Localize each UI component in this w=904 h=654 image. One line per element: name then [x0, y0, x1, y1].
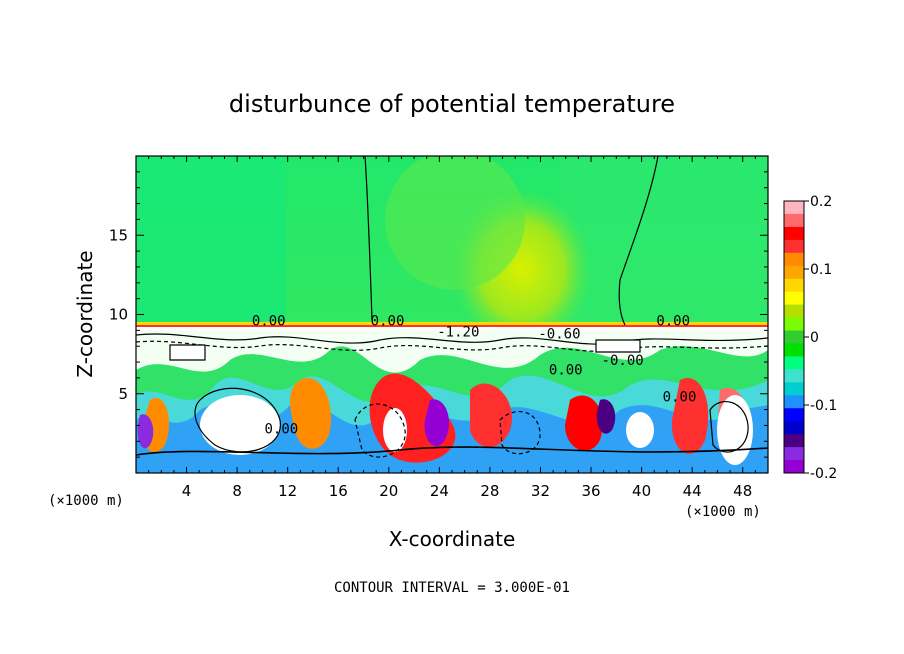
x-tick-label: 32 — [531, 482, 550, 500]
y-axis: 5 10 15 — [109, 171, 768, 458]
colorbar-tick-label: 0.2 — [810, 194, 832, 210]
colorbar-band — [784, 278, 804, 293]
x-axis-label: X-coordinate — [389, 527, 516, 551]
colorbar-band — [784, 460, 804, 474]
colorbar-tick-label: -0.1 — [810, 398, 837, 414]
x-tick-label: 36 — [581, 482, 600, 500]
colorbar-band — [784, 265, 804, 280]
x-tick-label: 24 — [430, 482, 449, 500]
colorbar-band — [784, 201, 804, 215]
y-axis-label: Z-coordinate — [73, 250, 97, 377]
heatmap-field: 0.00 0.00 -1.20 -0.60 0.00 0.00 0.00 0.00 -0.00 — [136, 156, 768, 473]
x-unit-right: (×1000 m) — [685, 504, 761, 520]
y-tick-label: 5 — [118, 385, 128, 403]
contour-label: 0.00 — [549, 363, 583, 379]
colorbar-band — [784, 434, 804, 448]
x-tick-label: 48 — [733, 482, 752, 500]
colorbar-tick-label: -0.2 — [810, 466, 837, 482]
colorbar-band — [784, 382, 804, 396]
contour-label: -1.20 — [437, 325, 479, 341]
x-unit-left: (×1000 m) — [48, 493, 124, 509]
x-tick-label: 16 — [329, 482, 348, 500]
colorbar-bands — [784, 201, 804, 474]
colorbar: 0.2 0.1 0 -0.1 -0.2 — [783, 194, 837, 482]
contour-label: 0.00 — [371, 314, 405, 330]
contour-label: 0.00 — [252, 314, 286, 330]
colorbar-band — [784, 421, 804, 435]
x-tick-label: 44 — [683, 482, 702, 500]
x-tick-label: 12 — [278, 482, 297, 500]
x-tick-label: 20 — [379, 482, 398, 500]
x-tick-label: 40 — [632, 482, 651, 500]
x-tick-label: 4 — [182, 482, 192, 500]
colorbar-band — [784, 395, 804, 409]
colorbar-band — [784, 369, 804, 383]
colorbar-band — [784, 252, 804, 267]
colorbar-band — [784, 317, 804, 332]
colorbar-band — [784, 239, 804, 254]
colorbar-band — [784, 291, 804, 306]
contour-label: 0.00 — [663, 390, 697, 406]
colorbar-tick-label: 0 — [810, 330, 819, 346]
x-tick-label: 28 — [480, 482, 499, 500]
colorbar-band — [784, 447, 804, 461]
contour-label: 0.00 — [656, 314, 690, 330]
colorbar-band — [784, 408, 804, 422]
colorbar-band — [784, 343, 804, 357]
colorbar-band — [784, 226, 804, 241]
chart-title: disturbunce of potential temperature — [229, 90, 675, 118]
contour-label: 0.00 — [265, 421, 299, 437]
x-axis: 4 8 12 16 20 24 28 32 36 40 44 48 — [148, 156, 756, 500]
colorbar-ticks: 0.2 0.1 0 -0.1 -0.2 — [804, 194, 837, 482]
contour-label: -0.60 — [538, 326, 580, 342]
contour-labels: 0.00 0.00 -1.20 -0.60 0.00 0.00 0.00 0.00 -0.00 — [252, 314, 697, 438]
colorbar-band — [784, 213, 804, 228]
colorbar-band — [784, 304, 804, 319]
colorbar-tick-label: 0.1 — [810, 262, 832, 278]
y-tick-label: 15 — [109, 226, 128, 244]
y-tick-label: 10 — [109, 306, 128, 324]
contour-label: -0.00 — [602, 353, 644, 369]
colorbar-band — [784, 356, 804, 370]
x-tick-label: 8 — [232, 482, 242, 500]
colorbar-band — [784, 330, 804, 344]
contour-interval-footer: CONTOUR INTERVAL = 3.000E-01 — [334, 580, 570, 596]
